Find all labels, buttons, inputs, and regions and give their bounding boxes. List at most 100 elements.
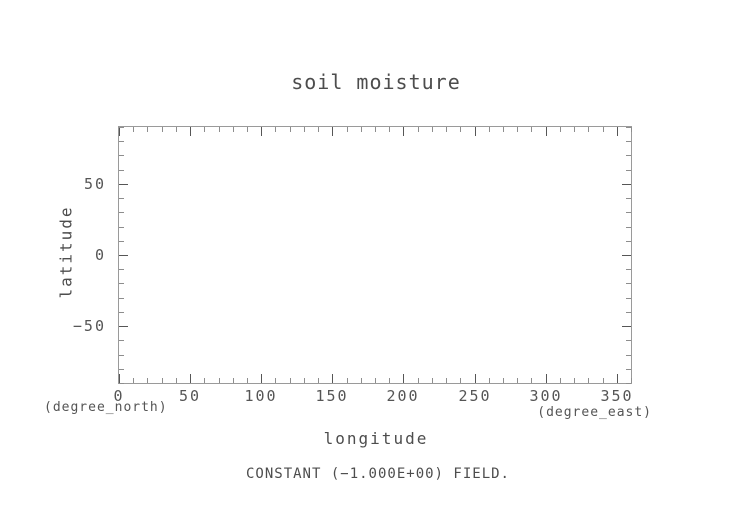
y-minor-tick-mark	[119, 355, 124, 356]
x-minor-tick-mark	[219, 127, 220, 132]
y-minor-tick-mark	[119, 170, 124, 171]
x-major-tick-mark	[190, 127, 191, 136]
x-minor-tick-mark	[432, 127, 433, 132]
constant-field-annotation: CONSTANT (−1.000E+00) FIELD.	[245, 466, 510, 482]
y-minor-tick-mark	[119, 227, 124, 228]
x-minor-tick-mark	[147, 127, 148, 132]
x-minor-tick-mark	[347, 127, 348, 132]
y-major-tick-mark	[119, 326, 128, 327]
x-major-tick-mark	[546, 127, 547, 136]
x-tick-label: 100	[244, 387, 278, 405]
y-minor-tick-mark	[119, 312, 124, 313]
x-minor-tick-mark	[361, 127, 362, 132]
y-minor-tick-mark	[119, 269, 124, 270]
y-minor-tick-mark	[626, 383, 631, 384]
x-minor-tick-mark	[389, 127, 390, 132]
x-minor-tick-mark	[588, 127, 589, 132]
x-major-tick-mark	[475, 127, 476, 136]
x-major-tick-mark	[119, 374, 120, 383]
chart-title: soil moisture	[291, 70, 461, 94]
y-major-tick-mark	[119, 184, 128, 185]
x-minor-tick-mark	[318, 127, 319, 132]
y-minor-tick-mark	[626, 241, 631, 242]
y-minor-tick-mark	[119, 298, 124, 299]
y-minor-tick-mark	[626, 212, 631, 213]
y-minor-tick-mark	[626, 155, 631, 156]
x-minor-tick-mark	[489, 378, 490, 383]
x-major-tick-mark	[475, 374, 476, 383]
y-minor-tick-mark	[119, 241, 124, 242]
y-major-tick-mark	[622, 255, 631, 256]
x-minor-tick-mark	[275, 127, 276, 132]
x-minor-tick-mark	[233, 378, 234, 383]
x-minor-tick-mark	[489, 127, 490, 132]
x-major-tick-mark	[546, 374, 547, 383]
x-minor-tick-mark	[460, 127, 461, 132]
x-minor-tick-mark	[347, 378, 348, 383]
y-minor-tick-mark	[626, 340, 631, 341]
x-tick-label: 150	[315, 387, 349, 405]
y-minor-tick-mark	[119, 369, 124, 370]
x-minor-tick-mark	[275, 378, 276, 383]
y-minor-tick-mark	[626, 127, 631, 128]
x-tick-label: 50	[178, 387, 202, 405]
x-minor-tick-mark	[204, 127, 205, 132]
x-major-tick-mark	[617, 127, 618, 136]
y-minor-tick-mark	[626, 369, 631, 370]
y-minor-tick-mark	[119, 127, 124, 128]
x-minor-tick-mark	[517, 127, 518, 132]
x-minor-tick-mark	[631, 127, 632, 132]
x-minor-tick-mark	[176, 378, 177, 383]
x-minor-tick-mark	[603, 127, 604, 132]
x-tick-label: 0	[113, 387, 125, 405]
y-minor-tick-mark	[626, 269, 631, 270]
y-minor-tick-mark	[119, 198, 124, 199]
y-minor-tick-mark	[119, 383, 124, 384]
y-minor-tick-mark	[626, 227, 631, 228]
x-major-tick-mark	[617, 374, 618, 383]
x-tick-label: 300	[529, 387, 563, 405]
x-minor-tick-mark	[361, 378, 362, 383]
x-minor-tick-mark	[517, 378, 518, 383]
y-tick-label: 50	[83, 175, 106, 193]
x-major-tick-mark	[332, 127, 333, 136]
x-minor-tick-mark	[290, 127, 291, 132]
y-minor-tick-mark	[119, 283, 124, 284]
x-minor-tick-mark	[432, 378, 433, 383]
x-tick-label: 350	[600, 387, 634, 405]
y-minor-tick-mark	[119, 212, 124, 213]
y-minor-tick-mark	[626, 283, 631, 284]
x-major-tick-mark	[403, 374, 404, 383]
x-minor-tick-mark	[446, 127, 447, 132]
y-minor-tick-mark	[626, 298, 631, 299]
y-minor-tick-mark	[626, 312, 631, 313]
x-minor-tick-mark	[375, 127, 376, 132]
y-minor-tick-mark	[119, 155, 124, 156]
x-minor-tick-mark	[574, 378, 575, 383]
x-minor-tick-mark	[133, 127, 134, 132]
y-minor-tick-mark	[119, 340, 124, 341]
x-tick-label: 250	[458, 387, 492, 405]
y-tick-label: 0	[94, 246, 106, 264]
x-minor-tick-mark	[304, 378, 305, 383]
x-minor-tick-mark	[418, 378, 419, 383]
y-minor-tick-mark	[626, 198, 631, 199]
x-tick-label: 200	[386, 387, 420, 405]
x-major-tick-mark	[261, 374, 262, 383]
x-minor-tick-mark	[588, 378, 589, 383]
x-major-tick-mark	[190, 374, 191, 383]
x-minor-tick-mark	[318, 378, 319, 383]
x-minor-tick-mark	[147, 378, 148, 383]
x-axis-unit-label: (degree_east)	[537, 405, 652, 420]
y-minor-tick-mark	[626, 170, 631, 171]
x-minor-tick-mark	[560, 127, 561, 132]
y-tick-label: −50	[72, 317, 106, 335]
x-minor-tick-mark	[304, 127, 305, 132]
x-minor-tick-mark	[418, 127, 419, 132]
x-minor-tick-mark	[233, 127, 234, 132]
x-minor-tick-mark	[574, 127, 575, 132]
y-minor-tick-mark	[626, 355, 631, 356]
x-minor-tick-mark	[503, 378, 504, 383]
y-minor-tick-mark	[119, 141, 124, 142]
